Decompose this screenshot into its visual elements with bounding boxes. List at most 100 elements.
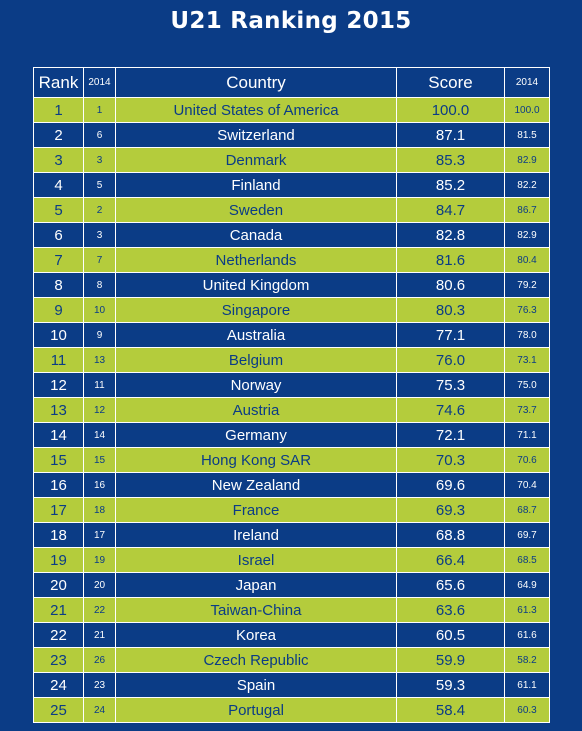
cell-rank: 17 [33, 497, 84, 523]
cell-rank-2014: 7 [83, 247, 116, 273]
cell-rank: 9 [33, 297, 84, 323]
cell-country: Taiwan-China [115, 597, 397, 623]
cell-score-2014: 76.3 [504, 297, 550, 323]
table-row: 22 21 Korea 60.5 61.6 [33, 622, 550, 648]
cell-score: 85.2 [396, 172, 505, 198]
cell-score: 59.3 [396, 672, 505, 698]
table-row: 18 17 Ireland 68.8 69.7 [33, 522, 550, 548]
cell-score: 59.9 [396, 647, 505, 673]
cell-rank-2014: 14 [83, 422, 116, 448]
table-row: 12 11 Norway 75.3 75.0 [33, 372, 550, 398]
cell-rank-2014: 10 [83, 297, 116, 323]
cell-score-2014: 82.2 [504, 172, 550, 198]
cell-score: 58.4 [396, 697, 505, 723]
table-row: 10 9 Australia 77.1 78.0 [33, 322, 550, 348]
cell-rank-2014: 23 [83, 672, 116, 698]
cell-score: 100.0 [396, 97, 505, 123]
cell-country: Portugal [115, 697, 397, 723]
cell-rank: 3 [33, 147, 84, 173]
table-row: 21 22 Taiwan-China 63.6 61.3 [33, 597, 550, 623]
table-row: 14 14 Germany 72.1 71.1 [33, 422, 550, 448]
header-rank: Rank [33, 67, 84, 98]
cell-score-2014: 61.1 [504, 672, 550, 698]
table-row: 1 1 United States of America 100.0 100.0 [33, 97, 550, 123]
cell-score-2014: 58.2 [504, 647, 550, 673]
cell-score-2014: 68.7 [504, 497, 550, 523]
table-row: 19 19 Israel 66.4 68.5 [33, 547, 550, 573]
cell-score-2014: 73.7 [504, 397, 550, 423]
cell-rank-2014: 18 [83, 497, 116, 523]
cell-score: 68.8 [396, 522, 505, 548]
cell-score: 70.3 [396, 447, 505, 473]
cell-rank: 18 [33, 522, 84, 548]
table-row: 8 8 United Kingdom 80.6 79.2 [33, 272, 550, 298]
cell-score-2014: 61.3 [504, 597, 550, 623]
cell-score: 82.8 [396, 222, 505, 248]
cell-rank: 25 [33, 697, 84, 723]
cell-country: New Zealand [115, 472, 397, 498]
table-row: 20 20 Japan 65.6 64.9 [33, 572, 550, 598]
cell-score: 87.1 [396, 122, 505, 148]
cell-score-2014: 80.4 [504, 247, 550, 273]
cell-country: Australia [115, 322, 397, 348]
cell-country: Denmark [115, 147, 397, 173]
cell-country: Netherlands [115, 247, 397, 273]
cell-rank-2014: 12 [83, 397, 116, 423]
cell-rank-2014: 19 [83, 547, 116, 573]
cell-rank: 14 [33, 422, 84, 448]
cell-rank: 4 [33, 172, 84, 198]
table-row: 15 15 Hong Kong SAR 70.3 70.6 [33, 447, 550, 473]
cell-rank: 16 [33, 472, 84, 498]
cell-rank: 21 [33, 597, 84, 623]
cell-country: Austria [115, 397, 397, 423]
cell-score-2014: 78.0 [504, 322, 550, 348]
cell-country: Norway [115, 372, 397, 398]
cell-score-2014: 70.4 [504, 472, 550, 498]
cell-country: Germany [115, 422, 397, 448]
cell-rank: 1 [33, 97, 84, 123]
table-header-row: Rank 2014 Country Score 2014 [33, 67, 550, 98]
cell-rank: 19 [33, 547, 84, 573]
table-row: 16 16 New Zealand 69.6 70.4 [33, 472, 550, 498]
page-title: U21 Ranking 2015 [170, 8, 412, 34]
cell-score-2014: 64.9 [504, 572, 550, 598]
cell-country: France [115, 497, 397, 523]
cell-rank: 11 [33, 347, 84, 373]
cell-score: 75.3 [396, 372, 505, 398]
cell-rank-2014: 1 [83, 97, 116, 123]
cell-rank-2014: 17 [83, 522, 116, 548]
table-row: 25 24 Portugal 58.4 60.3 [33, 697, 550, 723]
header-rank-2014: 2014 [83, 67, 116, 98]
cell-score: 76.0 [396, 347, 505, 373]
cell-rank: 7 [33, 247, 84, 273]
cell-rank-2014: 11 [83, 372, 116, 398]
ranking-table: Rank 2014 Country Score 2014 1 1 United St… [33, 67, 550, 723]
cell-rank: 13 [33, 397, 84, 423]
cell-rank: 8 [33, 272, 84, 298]
cell-country: United Kingdom [115, 272, 397, 298]
cell-rank: 24 [33, 672, 84, 698]
cell-rank: 10 [33, 322, 84, 348]
cell-score-2014: 69.7 [504, 522, 550, 548]
cell-rank-2014: 9 [83, 322, 116, 348]
cell-score: 60.5 [396, 622, 505, 648]
cell-score: 65.6 [396, 572, 505, 598]
cell-score-2014: 60.3 [504, 697, 550, 723]
table-row: 9 10 Singapore 80.3 76.3 [33, 297, 550, 323]
table-row: 7 7 Netherlands 81.6 80.4 [33, 247, 550, 273]
cell-score: 77.1 [396, 322, 505, 348]
cell-country: Hong Kong SAR [115, 447, 397, 473]
cell-rank: 5 [33, 197, 84, 223]
table-row: 2 6 Switzerland 87.1 81.5 [33, 122, 550, 148]
cell-rank: 6 [33, 222, 84, 248]
cell-rank-2014: 22 [83, 597, 116, 623]
cell-rank-2014: 6 [83, 122, 116, 148]
cell-rank-2014: 3 [83, 147, 116, 173]
table-body: 1 1 United States of America 100.0 100.0 2 6 Sw… [33, 97, 550, 723]
table-row: 4 5 Finland 85.2 82.2 [33, 172, 550, 198]
cell-score-2014: 100.0 [504, 97, 550, 123]
cell-country: Switzerland [115, 122, 397, 148]
cell-country: Canada [115, 222, 397, 248]
cell-country: Belgium [115, 347, 397, 373]
cell-score: 84.7 [396, 197, 505, 223]
